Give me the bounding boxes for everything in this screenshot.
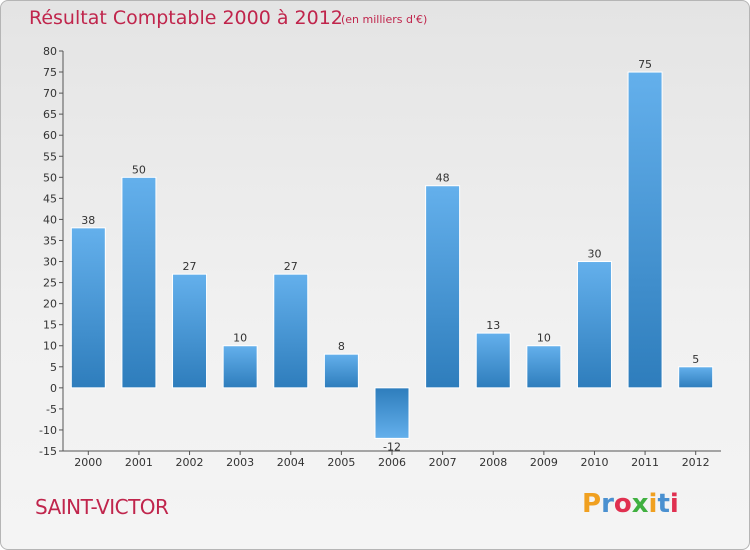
y-tick-label: 45 bbox=[43, 192, 57, 205]
x-tick-label: 2008 bbox=[479, 456, 507, 469]
y-tick-label: 30 bbox=[43, 256, 57, 269]
brand-letter: P bbox=[582, 489, 602, 519]
x-tick-label: 2011 bbox=[631, 456, 659, 469]
brand-letter: i bbox=[669, 489, 679, 519]
value-label: 30 bbox=[587, 248, 601, 261]
brand-letter: t bbox=[657, 489, 670, 519]
value-label: -12 bbox=[383, 440, 401, 453]
x-tick-label: 2009 bbox=[530, 456, 558, 469]
value-label: 38 bbox=[81, 214, 95, 227]
y-tick-label: 35 bbox=[43, 234, 57, 247]
y-tick-label: 15 bbox=[43, 319, 57, 332]
bar bbox=[172, 273, 208, 389]
x-tick-label: 2005 bbox=[327, 456, 355, 469]
x-tick-label: 2012 bbox=[682, 456, 710, 469]
y-tick-label: 75 bbox=[43, 66, 57, 79]
brand-letter: x bbox=[631, 489, 649, 519]
bar bbox=[475, 332, 511, 389]
x-tick-label: 2010 bbox=[580, 456, 608, 469]
y-tick-label: 25 bbox=[43, 277, 57, 290]
bar bbox=[627, 71, 663, 389]
bar bbox=[121, 176, 157, 389]
y-tick-label: 65 bbox=[43, 108, 57, 121]
value-labels: 38 50 27 10 27 8 -12 48 13 10 30 75 5 bbox=[81, 58, 699, 453]
chart-title: Résultat Comptable 2000 à 2012 bbox=[29, 7, 343, 29]
value-label: 75 bbox=[638, 58, 652, 71]
x-tick-label: 2006 bbox=[378, 456, 406, 469]
value-label: 27 bbox=[284, 260, 298, 273]
x-tick-label: 2004 bbox=[277, 456, 305, 469]
axes: 80757065605550454035302520151050-5-10-15… bbox=[39, 45, 721, 469]
x-tick-label: 2002 bbox=[176, 456, 204, 469]
x-tick-label: 2000 bbox=[74, 456, 102, 469]
bar bbox=[374, 387, 410, 439]
value-label: 5 bbox=[692, 353, 699, 366]
y-tick-label: 5 bbox=[50, 361, 57, 374]
y-tick-label: 50 bbox=[43, 171, 57, 184]
brand-letter: r bbox=[601, 489, 614, 519]
value-label: 10 bbox=[233, 332, 247, 345]
bar bbox=[273, 273, 309, 389]
value-label: 27 bbox=[183, 260, 197, 273]
y-tick-label: -5 bbox=[46, 403, 57, 416]
value-label: 10 bbox=[537, 332, 551, 345]
bar bbox=[323, 353, 359, 389]
y-tick-label: 60 bbox=[43, 129, 57, 142]
value-label: 13 bbox=[486, 319, 500, 332]
bars bbox=[70, 71, 714, 439]
y-tick-label: 55 bbox=[43, 150, 57, 163]
value-label: 48 bbox=[436, 172, 450, 185]
bar bbox=[222, 345, 258, 389]
value-label: 50 bbox=[132, 163, 146, 176]
y-tick-label: 40 bbox=[43, 213, 57, 226]
y-tick-label: 10 bbox=[43, 340, 57, 353]
y-tick-label: -10 bbox=[39, 424, 57, 437]
y-tick-label: 0 bbox=[50, 382, 57, 395]
y-tick-label: 70 bbox=[43, 87, 57, 100]
brand-letter: i bbox=[648, 489, 658, 519]
y-tick-label: 80 bbox=[43, 45, 57, 58]
x-tick-label: 2001 bbox=[125, 456, 153, 469]
bar bbox=[526, 345, 562, 389]
value-label: 8 bbox=[338, 340, 345, 353]
proxiti-logo[interactable]: Proxiti bbox=[582, 489, 679, 519]
bar bbox=[576, 261, 612, 389]
y-tick-label: -15 bbox=[39, 445, 57, 458]
bar bbox=[425, 185, 461, 389]
x-tick-label: 2007 bbox=[429, 456, 457, 469]
bar bbox=[70, 227, 106, 389]
brand-letter: o bbox=[613, 489, 632, 519]
commune-name: SAINT-VICTOR bbox=[35, 495, 169, 519]
chart-subtitle: (en milliers d'€) bbox=[341, 13, 428, 26]
bar bbox=[678, 366, 714, 389]
y-tick-label: 20 bbox=[43, 298, 57, 311]
x-tick-label: 2003 bbox=[226, 456, 254, 469]
